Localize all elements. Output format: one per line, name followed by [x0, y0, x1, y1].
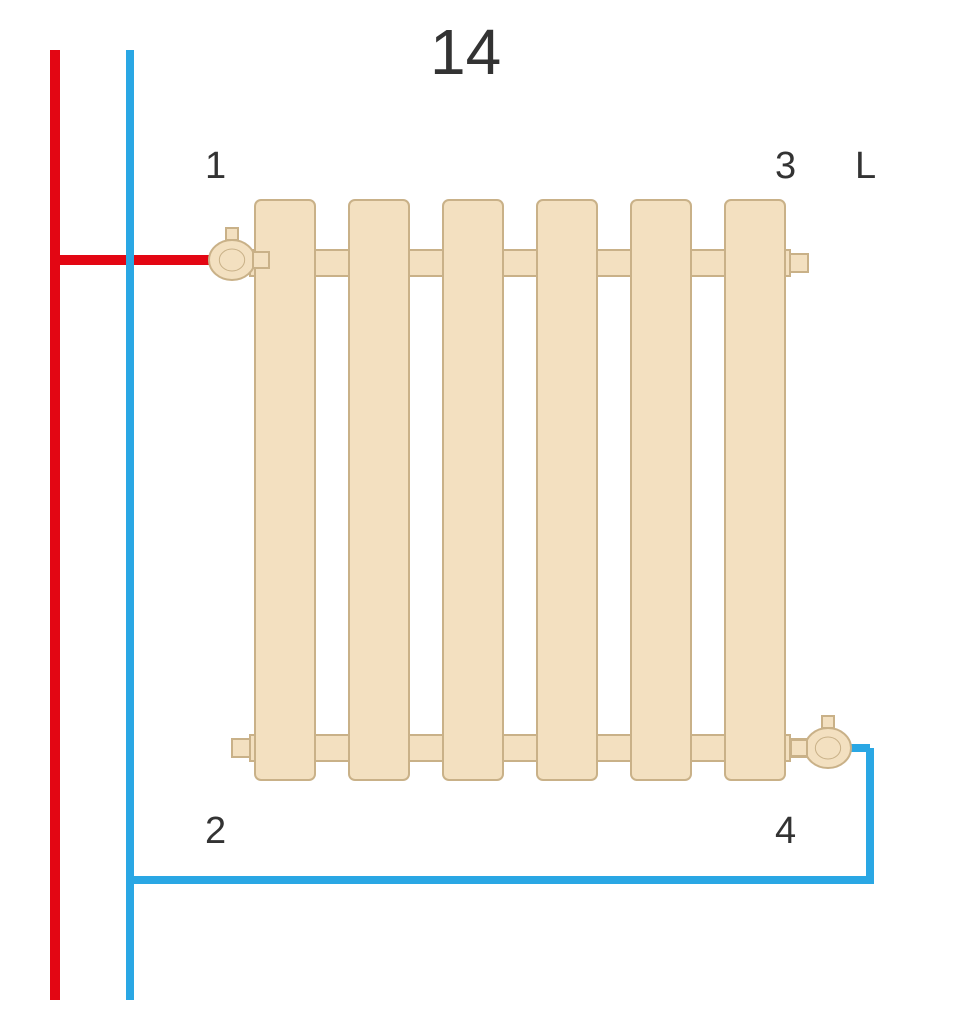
- radiator-nub: [790, 254, 808, 272]
- radiator-bottom-header: [250, 735, 790, 761]
- radiator-nub: [232, 739, 250, 757]
- port-label-3: 3: [775, 145, 796, 188]
- port-label-4: 4: [775, 810, 796, 853]
- figure-number: 14: [430, 15, 501, 89]
- side-label-L: L: [855, 145, 876, 188]
- radiator-section: [255, 200, 315, 780]
- radiator-section: [631, 200, 691, 780]
- port-label-1: 1: [205, 145, 226, 188]
- diagram-svg: [0, 0, 959, 1031]
- radiator: [232, 200, 808, 780]
- radiator-section: [725, 200, 785, 780]
- radiator-section: [537, 200, 597, 780]
- outlet-valve: [791, 716, 851, 768]
- radiator-top-header: [250, 250, 790, 276]
- radiator-section: [443, 200, 503, 780]
- port-label-2: 2: [205, 810, 226, 853]
- diagram-stage: 14 1 2 3 4 L: [0, 0, 959, 1031]
- radiator-section: [349, 200, 409, 780]
